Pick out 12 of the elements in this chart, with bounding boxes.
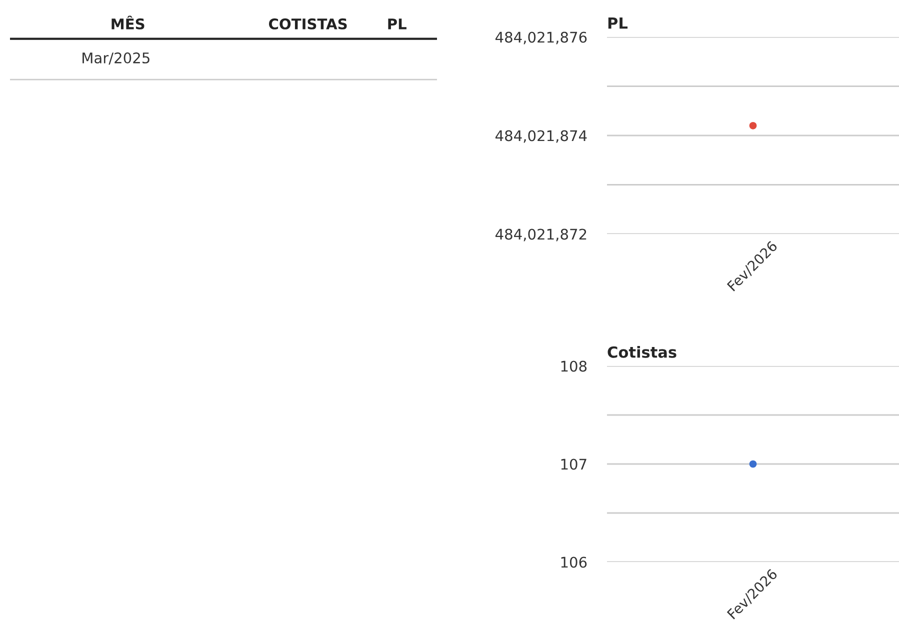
chart-title: PL (608, 18, 628, 29)
y-tick-label: 484,021,876 (495, 32, 587, 44)
y-tick-label: 107 (561, 458, 586, 470)
y-tick-label: 484,021,874 (495, 130, 587, 143)
y-tick-label: 108 (561, 360, 587, 372)
category-label: MÊS (112, 16, 144, 30)
category-label: PL (388, 18, 406, 30)
y-tick-label: 484,021,872 (495, 228, 586, 242)
chart-title: Cotistas (608, 346, 676, 358)
y-tick-label: 106 (561, 556, 587, 568)
category-label: Mar/2025 (82, 52, 150, 65)
category-label: COTISTAS (268, 18, 347, 30)
